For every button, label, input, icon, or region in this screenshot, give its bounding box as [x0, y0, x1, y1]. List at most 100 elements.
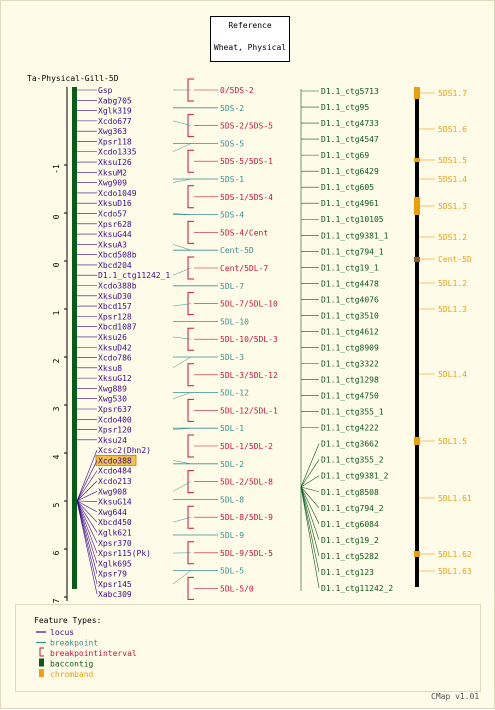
breakpoint-label[interactable]: 5DL-10: [220, 317, 249, 326]
breakpoint-label[interactable]: 5DL-12/5DL-1: [220, 406, 278, 415]
contig-label[interactable]: D1.1_ctg9381_2: [321, 472, 389, 481]
breakpoint-label[interactable]: 5DL-5/0: [220, 584, 254, 593]
marker-label[interactable]: D1.1_ctg11242_1: [98, 271, 170, 280]
breakpoint-label[interactable]: 5DL-3: [220, 353, 244, 362]
chromband-label[interactable]: 5DS1.2: [438, 233, 467, 242]
marker-label[interactable]: XksuI26: [98, 158, 132, 167]
contig-label[interactable]: D1.1_ctg4750: [321, 392, 379, 401]
contig-label[interactable]: D1.1_ctg4547: [321, 135, 379, 144]
marker-label[interactable]: Xbcd1087: [98, 323, 137, 332]
marker-label[interactable]: Xcsc2(Dhn2): [98, 446, 151, 455]
breakpoint-label[interactable]: 5DS-2/5DS-5: [220, 122, 273, 131]
marker-label[interactable]: Xbcd157: [98, 302, 132, 311]
marker-label[interactable]: Xbcd450: [98, 518, 132, 527]
contig-label[interactable]: D1.1_ctg4222: [321, 424, 379, 433]
marker-label[interactable]: XksuG12: [98, 374, 132, 383]
chromband-label[interactable]: 5DS1.4: [438, 175, 467, 184]
contig-label[interactable]: D1.1_ctg4961: [321, 199, 379, 208]
marker-label[interactable]: Xcdo213: [98, 477, 132, 486]
contig-label[interactable]: D1.1_ctg10105: [321, 215, 384, 224]
marker-label[interactable]: Xcdo786: [98, 354, 132, 363]
breakpoint-label[interactable]: 5DL-1/5DL-2: [220, 442, 273, 451]
marker-label[interactable]: Xbcd508b: [98, 251, 137, 260]
breakpoint-label[interactable]: 5DS-2: [220, 104, 244, 113]
breakpoint-label[interactable]: 5DL-12: [220, 389, 249, 398]
breakpoint-label[interactable]: 5DL-3/5DL-12: [220, 371, 278, 380]
contig-label[interactable]: D1.1_ctg5282: [321, 552, 379, 561]
marker-label[interactable]: Xpsr145: [98, 580, 132, 589]
breakpoint-label[interactable]: Cent-5D: [220, 246, 254, 255]
marker-label[interactable]: XksuA3: [98, 240, 127, 249]
contig-label[interactable]: D1.1_ctg123: [321, 568, 374, 577]
contig-label[interactable]: D1.1_ctg4612: [321, 327, 379, 336]
marker-label[interactable]: Xpsr637: [98, 405, 132, 414]
marker-label[interactable]: Xksu26: [98, 333, 127, 342]
contig-label[interactable]: D1.1_ctg3662: [321, 440, 379, 449]
contig-label[interactable]: D1.1_ctg3510: [321, 311, 379, 320]
contig-label[interactable]: D1.1_ctg4733: [321, 119, 379, 128]
chromband-label[interactable]: 5DS1.6: [438, 125, 467, 134]
marker-label[interactable]: Xglk621: [98, 528, 132, 537]
marker-label[interactable]: Xglk319: [98, 107, 132, 116]
breakpoint-label[interactable]: 5DL-1: [220, 424, 244, 433]
marker-label[interactable]: Xwg908: [98, 487, 127, 496]
marker-label[interactable]: Xpsr118: [98, 137, 132, 146]
contig-label[interactable]: D1.1_ctg69: [321, 151, 369, 160]
contig-label[interactable]: D1.1_ctg19_1: [321, 263, 379, 272]
breakpoint-label[interactable]: 0/5DS-2: [220, 86, 254, 95]
marker-label[interactable]: XksuG44: [98, 230, 132, 239]
contig-label[interactable]: D1.1_ctg794_2: [321, 504, 384, 513]
breakpoint-label[interactable]: 5DL-7: [220, 282, 244, 291]
breakpoint-label[interactable]: 5DL-2: [220, 460, 244, 469]
marker-label[interactable]: Xpsr120: [98, 426, 132, 435]
breakpoint-label[interactable]: 5DL-5: [220, 567, 244, 576]
contig-label[interactable]: D1.1_ctg11242_2: [321, 584, 393, 593]
marker-label[interactable]: Xwg530: [98, 395, 127, 404]
marker-label[interactable]: Xksu24: [98, 436, 127, 445]
marker-label[interactable]: Xpsr628: [98, 220, 132, 229]
marker-label[interactable]: Xksu8: [98, 364, 122, 373]
chromosome-bar[interactable]: [72, 87, 77, 589]
breakpoint-label[interactable]: 5DL-10/5DL-3: [220, 335, 278, 344]
map-title[interactable]: Ta-Physical-Gill-5D: [27, 74, 119, 83]
chromband-label[interactable]: 5DL1.61: [438, 494, 472, 503]
chromband-label[interactable]: 5DS1.5: [438, 156, 467, 165]
marker-label[interactable]: Xwg363: [98, 127, 127, 136]
contig-label[interactable]: D1.1_ctg95: [321, 103, 369, 112]
marker-label[interactable]: Xcdo388b: [98, 282, 137, 291]
marker-label[interactable]: Xabg705: [98, 96, 132, 105]
breakpoint-label[interactable]: 5DL-8/5DL-9: [220, 513, 273, 522]
breakpoint-label[interactable]: 5DL-8: [220, 495, 244, 504]
marker-label[interactable]: XksuM2: [98, 168, 127, 177]
marker-label[interactable]: Xcdo484: [98, 467, 132, 476]
marker-label[interactable]: Gsp: [98, 86, 113, 95]
contig-label[interactable]: D1.1_ctg9381_1: [321, 231, 389, 240]
marker-label[interactable]: Xpsr115(Pk): [98, 549, 151, 558]
chromband-segment[interactable]: [414, 257, 420, 262]
marker-label[interactable]: Xglk695: [98, 559, 132, 568]
chromband-label[interactable]: 5DL1.62: [438, 550, 472, 559]
chromband-label[interactable]: 5DS1.7: [438, 89, 467, 98]
contig-label[interactable]: D1.1_ctg355_1: [321, 408, 384, 417]
marker-label[interactable]: XksuD42: [98, 343, 132, 352]
chromband-label[interactable]: 5DL1.4: [438, 370, 467, 379]
marker-label[interactable]: Xabc309: [98, 590, 132, 599]
marker-label[interactable]: Xcdo400: [98, 415, 132, 424]
breakpoint-label[interactable]: 5DL-7/5DL-10: [220, 300, 278, 309]
contig-label[interactable]: D1.1_ctg6084: [321, 520, 379, 529]
chromband-label[interactable]: 5DL1.63: [438, 567, 472, 576]
breakpoint-label[interactable]: 5DL-2/5DL-8: [220, 478, 273, 487]
contig-label[interactable]: D1.1_ctg605: [321, 183, 374, 192]
chromband-label[interactable]: 5DL1.2: [438, 279, 467, 288]
marker-label[interactable]: Xcdo677: [98, 117, 132, 126]
chromband-label[interactable]: Cent-5D: [438, 255, 472, 264]
marker-label[interactable]: XksuG14: [98, 498, 132, 507]
contig-label[interactable]: D1.1_ctg3322: [321, 360, 379, 369]
contig-label[interactable]: D1.1_ctg8508: [321, 488, 379, 497]
contig-label[interactable]: D1.1_ctg4076: [321, 295, 379, 304]
contig-label[interactable]: D1.1_ctg794_1: [321, 247, 384, 256]
marker-label[interactable]: Xpsr370: [98, 539, 132, 548]
marker-label[interactable]: Xcdo57: [98, 209, 127, 218]
contig-label[interactable]: D1.1_ctg8909: [321, 343, 379, 352]
marker-label[interactable]: Xcdo1049: [98, 189, 137, 198]
